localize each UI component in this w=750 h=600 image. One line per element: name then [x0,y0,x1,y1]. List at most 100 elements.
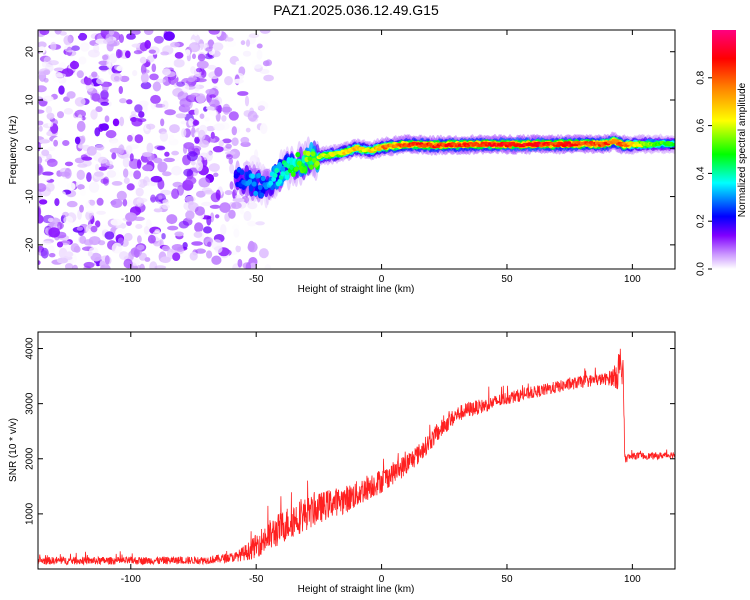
noise-blob [70,253,77,264]
noise-blob [228,209,236,219]
noise-blob [138,100,149,107]
colorbar-ticks: 0.0 0.2 0.4 0.6 0.8 [696,70,712,276]
noise-blob [164,151,170,157]
noise-blob [134,134,144,144]
noise-blob [263,74,274,82]
noise-blob [188,201,194,206]
noise-blob [98,60,109,66]
noise-blob [91,93,101,102]
noise-blob [153,208,163,213]
noise-blob [184,195,196,203]
y-tick-label: -20 [25,237,36,252]
noise-blob [135,224,143,229]
colorbar-tick-label: 0.4 [696,166,707,180]
noise-blob [100,178,109,184]
snr-axes: -100 -50 0 50 100 1000 2000 3000 4000 [25,332,675,585]
noise-blob [112,118,120,127]
noise-blob [133,170,142,180]
noise-blob [74,97,86,107]
noise-blob [100,101,110,106]
ridge-segment [250,173,256,179]
noise-blob [240,136,250,144]
noise-blob [162,171,172,177]
noise-blob [159,131,169,142]
figure-title: PAZ1.2025.036.12.49.G15 [273,2,439,18]
noise-blob [131,43,143,48]
noise-blob [156,66,166,71]
noise-blob [86,172,92,183]
x-tick-label: -50 [249,274,264,285]
noise-blob [102,81,109,93]
noise-blob [174,52,184,59]
noise-blob [256,100,269,111]
noise-blob [116,190,127,201]
noise-blob [65,263,74,269]
noise-blob [150,94,161,104]
noise-blob [146,123,156,130]
x-tick-label: 0 [379,274,385,285]
noise-blob [99,255,112,266]
noise-blob [195,160,203,172]
ridge-segment [312,157,317,163]
noise-blob [234,194,241,199]
noise-blob [111,152,117,160]
noise-blob [74,136,81,145]
noise-blob [221,115,227,122]
noise-blob [171,244,184,251]
noise-blob [64,161,74,167]
noise-blob [162,100,169,110]
noise-blob [233,228,240,238]
noise-blob [46,158,58,167]
noise-blob [109,53,118,64]
ridge-segment [293,166,299,172]
noise-blob [80,135,86,143]
noise-blob [101,54,109,60]
noise-blob [173,58,185,68]
noise-blob [205,88,216,95]
noise-blob [111,181,123,186]
noise-blob [123,168,129,178]
noise-blob [231,126,237,136]
ridge-segment [260,175,266,182]
noise-blob [235,245,241,253]
noise-blob [163,157,175,163]
noise-blob [193,30,199,36]
noise-blob [83,261,95,269]
noise-blob [110,218,123,226]
noise-blob [247,202,258,210]
noise-blob [185,210,195,220]
noise-blob [130,117,137,122]
noise-blob [71,45,80,51]
noise-blob [79,189,86,197]
noise-blob [135,187,144,197]
noise-blob [94,127,101,137]
noise-blob [47,30,58,38]
noise-blob [154,229,161,234]
noise-blob [194,136,200,144]
noise-blob [95,144,105,151]
x-tick-label: 50 [501,574,513,585]
noise-blob [38,199,48,205]
noise-blob [122,198,128,207]
ridge-segment [247,179,253,185]
noise-blob [62,140,70,146]
noise-blob [192,119,200,126]
noise-blob [125,145,133,155]
noise-blob [224,190,233,196]
noise-blob [157,161,168,173]
noise-blob [231,137,239,146]
noise-blob [228,158,233,165]
ridge-segment [259,192,265,198]
noise-blob [81,156,93,161]
noise-blob [140,81,152,90]
noise-blob [130,258,140,267]
noise-blob [172,252,181,261]
noise-blob [137,235,142,244]
noise-blob [255,221,265,226]
ridge-segment [277,178,283,185]
noise-blob [47,121,54,127]
noise-blob [38,47,46,52]
noise-blob [171,150,180,156]
noise-blob [243,210,252,222]
